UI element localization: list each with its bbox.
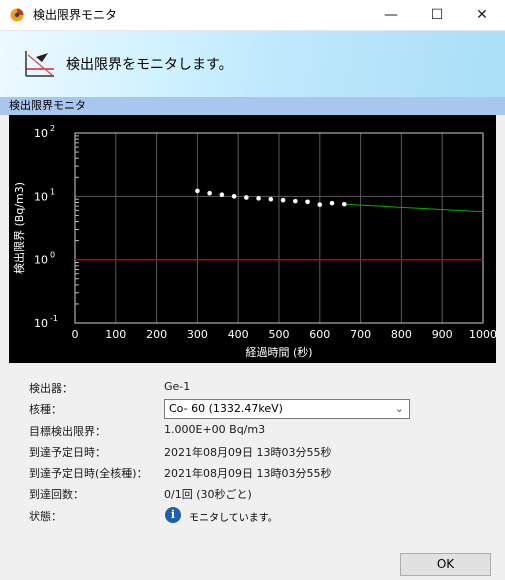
- x-axis-label: 経過時間 (秒): [245, 345, 312, 359]
- maximize-icon: ☐: [430, 7, 444, 23]
- y-tick-label: 10: [34, 254, 48, 267]
- y-tick-exponent: 1: [50, 187, 55, 196]
- banner-text: 検出限界をモニタします。: [66, 57, 233, 73]
- x-tick-label: 800: [391, 328, 412, 341]
- plot-frame: [74, 132, 484, 324]
- chart-marks: [75, 188, 484, 261]
- x-tick-label: 300: [187, 328, 208, 341]
- target-value: 1.000E+00 Bq/m3: [164, 423, 266, 436]
- eta-value: 2021年08月09日 13時03分55秒: [164, 446, 332, 459]
- y-tick-exponent: 0: [50, 251, 55, 260]
- detector-label: 検出器：: [29, 382, 73, 395]
- data-point: [219, 192, 225, 198]
- trend-line: [344, 203, 484, 213]
- x-tick-label: 100: [105, 328, 126, 341]
- count-row: 到達回数： 0/1回 (30秒ごと): [29, 484, 469, 504]
- x-tick-label: 600: [309, 328, 330, 341]
- data-point: [244, 195, 249, 200]
- eta-row: 到達予定日時： 2021年08月09日 13時03分55秒: [29, 442, 469, 462]
- detection-limit-icon: [25, 51, 54, 77]
- detector-value: Ge-1: [164, 380, 191, 393]
- x-tick-label: 1000: [469, 328, 496, 341]
- data-point: [341, 201, 347, 207]
- close-button[interactable]: ✕: [459, 0, 505, 30]
- chart-axes: [74, 132, 484, 324]
- y-tick-exponent: -1: [50, 314, 58, 323]
- x-tick-label: 700: [350, 328, 371, 341]
- status-label: 状態：: [29, 510, 62, 523]
- y-tick-label: 10: [34, 317, 48, 330]
- app-icon: [10, 8, 24, 22]
- ok-button[interactable]: OK: [400, 553, 491, 576]
- data-point: [293, 198, 298, 204]
- status-row: 状態： i モニタしています。: [29, 506, 469, 526]
- status-value: モニタしています。: [189, 513, 278, 524]
- y-tick-label: 10: [34, 190, 48, 203]
- data-point: [317, 202, 323, 207]
- data-point: [268, 196, 274, 202]
- eta-label: 到達予定日時：: [29, 446, 106, 459]
- x-tick-label: 900: [432, 328, 453, 341]
- maximize-button[interactable]: ☐: [414, 0, 460, 30]
- eta-all-row: 到達予定日時(全核種)： 2021年08月09日 13時03分55秒: [29, 463, 469, 483]
- chart-grid: [74, 132, 484, 324]
- data-point: [329, 200, 335, 206]
- x-tick-label: 400: [228, 328, 249, 341]
- nuclide-label: 核種：: [29, 403, 62, 416]
- nuclide-row: 核種： Co- 60 (1332.47keV) ⌄: [29, 399, 469, 419]
- target-row: 目標検出限界： 1.000E+00 Bq/m3: [29, 421, 469, 441]
- data-point: [305, 199, 310, 205]
- detection-limit-chart: 0 100 200 300 400 500 600 700 800 900 1000 10 2 10 1 10…: [9, 115, 496, 363]
- target-label: 目標検出限界：: [29, 425, 106, 438]
- eta-all-value: 2021年08月09日 13時03分55秒: [164, 467, 332, 480]
- y-tick-exponent: 2: [50, 124, 55, 133]
- y-axis-label: 検出限界 (Bq/m3): [12, 182, 26, 274]
- title-bar: 検出限界モニタ — ☐ ✕: [0, 0, 505, 31]
- header-banner: 検出限界をモニタします。: [0, 31, 505, 99]
- y-tick-label: 10: [34, 127, 48, 140]
- section-label: 検出限界モニタ: [0, 97, 505, 115]
- x-tick-label: 0: [72, 328, 79, 341]
- window-title: 検出限界モニタ: [33, 8, 118, 22]
- data-point: [256, 196, 261, 201]
- data-point: [280, 197, 286, 203]
- chevron-down-icon: ⌄: [394, 402, 404, 415]
- minimize-button[interactable]: —: [368, 0, 414, 30]
- nuclide-select-value: Co- 60 (1332.47keV): [169, 402, 283, 415]
- data-point: [231, 194, 237, 199]
- nuclide-select[interactable]: Co- 60 (1332.47keV) ⌄: [164, 399, 410, 419]
- count-value: 0/1回 (30秒ごと): [164, 488, 252, 501]
- x-tick-label: 500: [269, 328, 290, 341]
- minimize-icon: —: [384, 7, 398, 23]
- eta-all-label: 到達予定日時(全核種)：: [29, 467, 148, 480]
- detector-row: 検出器： Ge-1: [29, 378, 469, 398]
- info-icon: i: [165, 507, 181, 523]
- data-point: [195, 188, 200, 194]
- close-icon: ✕: [476, 7, 488, 23]
- x-tick-label: 200: [146, 328, 167, 341]
- count-label: 到達回数：: [29, 488, 84, 501]
- data-point: [207, 190, 212, 196]
